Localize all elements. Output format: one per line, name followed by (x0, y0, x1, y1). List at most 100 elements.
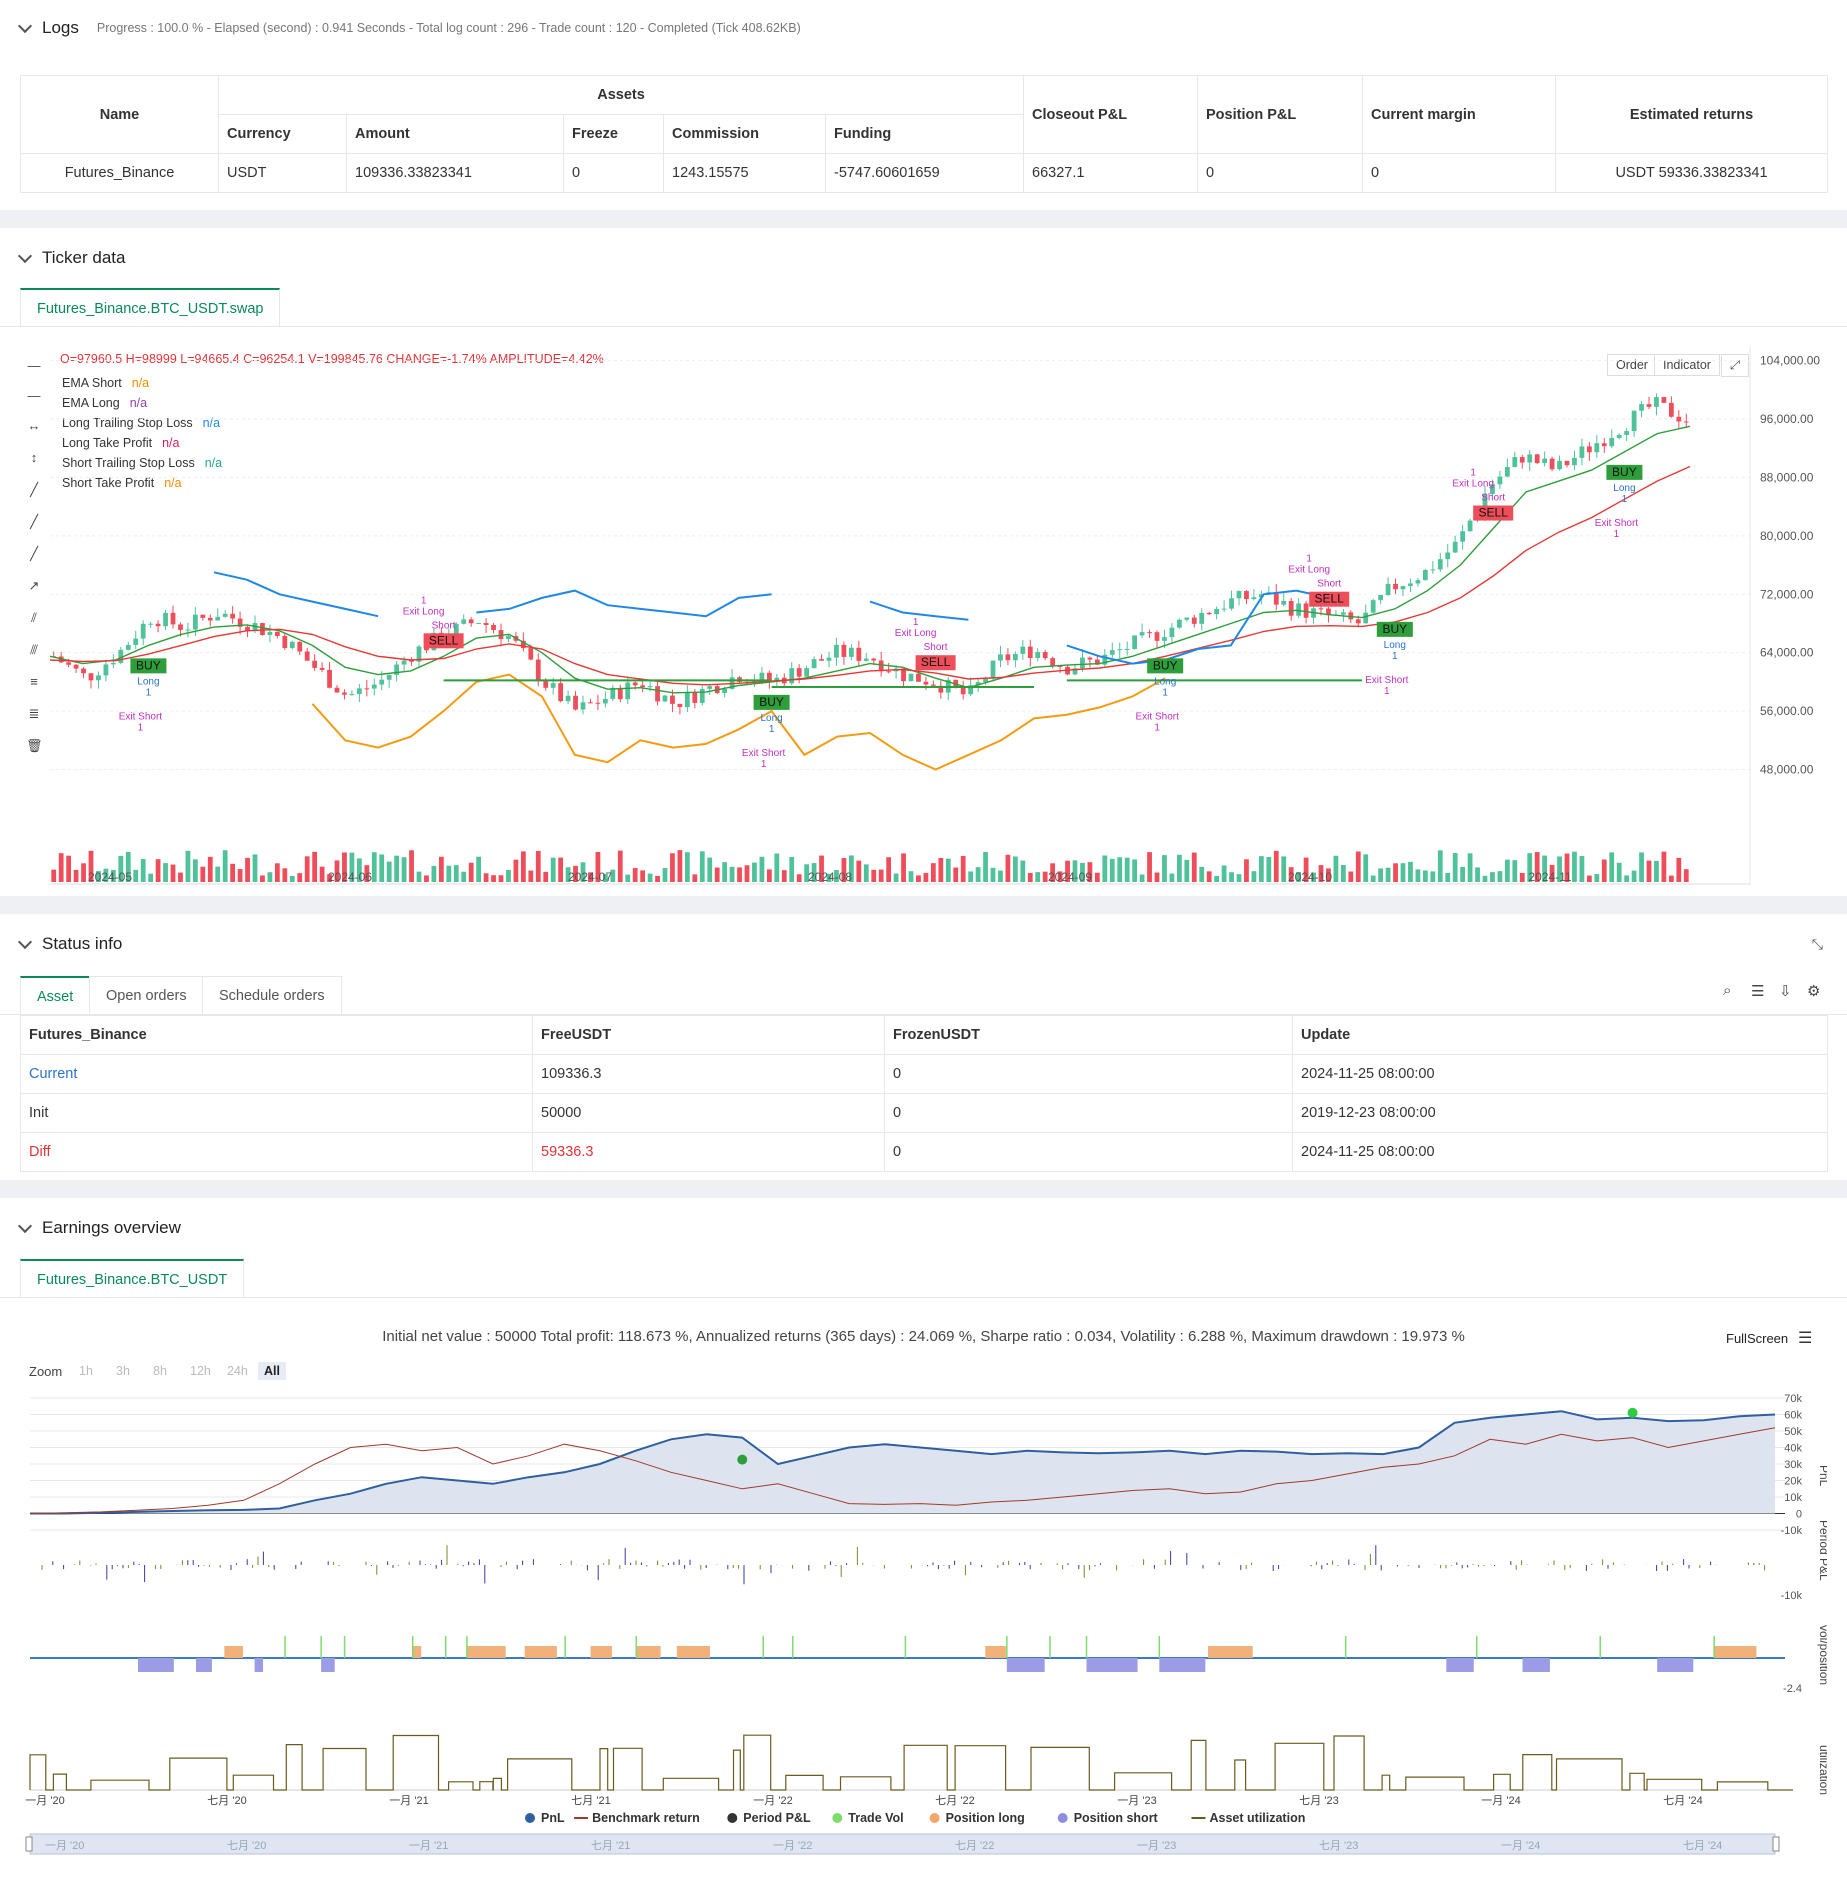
volume-bar (1184, 859, 1190, 882)
legend-item[interactable]: Long Take Profit n/a (62, 436, 180, 450)
segment-icon[interactable]: ╱ (30, 546, 38, 561)
tab-schedule-orders[interactable]: Schedule orders (202, 976, 342, 1014)
ticker-header[interactable]: Ticker data (17, 248, 125, 268)
menu-icon[interactable]: ☰ (1798, 1330, 1813, 1347)
tab-ticker-symbol[interactable]: Futures_Binance.BTC_USDT.swap (20, 288, 281, 326)
volume-bar (1348, 871, 1354, 882)
volume-bar (863, 864, 869, 882)
position-long-bar (524, 1646, 557, 1658)
horizontal-line-icon[interactable]: — (27, 388, 41, 403)
layers-icon[interactable]: ≣ (28, 706, 40, 721)
tab-asset[interactable]: Asset (20, 976, 91, 1014)
candle-body (848, 647, 854, 657)
search-icon[interactable]: ⌕ (1723, 982, 1732, 999)
volume-bar (804, 864, 810, 882)
candle-body (901, 668, 906, 682)
measure-icon[interactable]: ≡ (30, 674, 38, 689)
crosshair-icon[interactable]: — (27, 358, 41, 373)
status-header[interactable]: Status info (17, 934, 122, 954)
row-label-current[interactable]: Current (20, 1054, 533, 1094)
long-label: Long (1613, 483, 1635, 494)
legend-item[interactable]: EMA Short n/a (62, 376, 149, 390)
volume-bar (1191, 852, 1197, 882)
chevron-down-icon[interactable] (17, 18, 33, 33)
legend-item[interactable]: EMA Long n/a (62, 396, 147, 410)
fib-icon[interactable]: ⫻ (30, 642, 38, 657)
gear-icon[interactable]: ⚙ (1807, 983, 1821, 1000)
tab-open-orders[interactable]: Open orders (89, 976, 204, 1014)
ray-icon[interactable]: ↔ (27, 418, 41, 433)
cell-name: Futures_Binance (20, 153, 219, 193)
volume-bar (1229, 872, 1234, 882)
volume-bar (1452, 853, 1458, 882)
indicator-button[interactable]: Indicator (1654, 354, 1720, 376)
zoom-option-12h[interactable]: 12h (190, 1364, 211, 1378)
zoom-option-all[interactable]: All (258, 1362, 286, 1380)
cell-currency: USDT (218, 153, 347, 193)
candle-body (640, 685, 646, 688)
candle-body (886, 671, 892, 673)
volume-bar (476, 856, 482, 882)
price-label-icon[interactable]: ↗ (28, 578, 40, 593)
trend-line-icon[interactable]: ╱ (30, 482, 38, 497)
fullscreen-button[interactable]: FullScreen (1726, 1331, 1789, 1346)
candle-body (550, 683, 556, 688)
legend-marker (525, 1813, 535, 1823)
list-icon[interactable]: ☰ (1751, 983, 1765, 1000)
download-icon[interactable]: ⇩ (1779, 983, 1792, 1000)
qty-label: 1 (1622, 494, 1628, 505)
candle-body (1191, 617, 1197, 624)
order-button[interactable]: Order (1607, 354, 1657, 376)
zoom-option-1h[interactable]: 1h (79, 1364, 93, 1378)
earnings-summary: Initial net value : 50000 Total profit: … (382, 1328, 1465, 1345)
expand-icon[interactable]: ⤢ (1721, 354, 1750, 377)
volume-bar (267, 872, 273, 882)
earnings-header[interactable]: Earnings overview (17, 1218, 181, 1238)
long-label: Long (1154, 676, 1176, 687)
vertical-line-icon[interactable]: ↕ (30, 450, 38, 465)
zoom-option-24h[interactable]: 24h (227, 1364, 248, 1378)
candle-body (1042, 652, 1048, 659)
candle-body (1572, 457, 1577, 466)
volume-bar (1273, 850, 1279, 882)
volume-bar (893, 873, 899, 882)
volume-bar (453, 865, 459, 882)
legend-item[interactable]: Short Trailing Stop Loss n/a (62, 456, 222, 470)
y-tick-label: 20k (1784, 1476, 1802, 1488)
volume-bar (1296, 871, 1302, 882)
position-short-bar (1657, 1658, 1694, 1672)
chevron-down-icon[interactable] (17, 934, 33, 949)
candle-body (1549, 458, 1555, 470)
extended-line-icon[interactable]: ╱ (30, 514, 38, 529)
trash-icon[interactable]: 🗑 (26, 738, 43, 753)
y-tick-label: 80,000.00 (1760, 529, 1814, 543)
candle-body (543, 681, 549, 688)
legend-item[interactable]: Short Take Profit n/a (62, 476, 182, 490)
candle-body (1124, 648, 1130, 650)
candle-body (1370, 600, 1376, 613)
volume-bar (66, 855, 72, 882)
zoom-option-3h[interactable]: 3h (116, 1364, 130, 1378)
volume-bar (1467, 853, 1473, 882)
qty-label: 1 (138, 722, 144, 733)
candle-body (1035, 652, 1041, 659)
candle-body (856, 647, 862, 661)
parallel-channel-icon[interactable]: ⫽ (31, 610, 37, 625)
candle-body (304, 651, 310, 661)
candle-body (170, 612, 176, 625)
volume-bar (1661, 851, 1667, 882)
volume-bar (878, 869, 884, 882)
collapse-icon[interactable]: ⤡ (1811, 936, 1823, 952)
zoom-option-8h[interactable]: 8h (153, 1364, 167, 1378)
candle-body (1340, 612, 1346, 615)
earnings-chart[interactable]: 70k 60k 50k 40k 30k 20k 10k 0 -10k PnL -10k Period … (20, 1390, 1827, 1877)
chevron-down-icon[interactable] (17, 1218, 33, 1233)
y-tick-label: 96,000.00 (1760, 412, 1814, 426)
tab-earnings-symbol[interactable]: Futures_Binance.BTC_USDT (20, 1259, 245, 1297)
volume-bar (334, 860, 340, 882)
legend-marker (929, 1813, 940, 1823)
logs-header[interactable]: Logs Progress : 100.0 % - Elapsed (secon… (17, 18, 801, 38)
candle-body (379, 679, 385, 685)
chevron-down-icon[interactable] (17, 248, 33, 263)
candlestick-chart[interactable]: 104,000.00 96,000.00 88,000.00 80,000.00 72,… (50, 346, 1840, 886)
